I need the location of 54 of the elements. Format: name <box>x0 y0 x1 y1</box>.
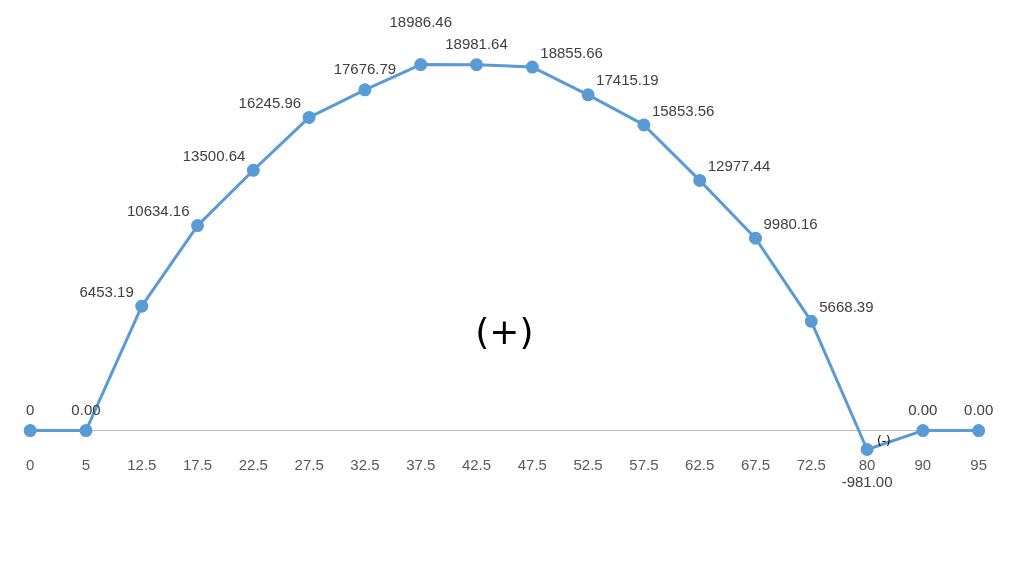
data-label: 18855.66 <box>540 43 603 61</box>
data-label: 18986.46 <box>389 13 453 31</box>
x-tick-label: 32.5 <box>350 455 380 473</box>
x-tick-label: 95 <box>970 455 987 473</box>
x-tick-label: 47.5 <box>517 455 547 473</box>
x-tick-label: 27.5 <box>294 455 324 473</box>
x-tick-label: 37.5 <box>406 455 436 473</box>
x-tick-label: 52.5 <box>573 455 603 473</box>
x-tick-label: 72.5 <box>796 455 826 473</box>
point <box>191 219 205 233</box>
point <box>79 424 93 438</box>
data-label: 0 <box>26 401 35 419</box>
data-label: 0.00 <box>908 401 938 419</box>
x-tick-label: 62.5 <box>685 455 715 473</box>
point <box>748 231 762 245</box>
data-label: -981.00 <box>841 473 893 491</box>
data-label: 17676.79 <box>333 60 397 78</box>
data-label: 12977.44 <box>707 157 771 175</box>
data-label: 10634.16 <box>126 202 190 220</box>
x-tick-label: 80 <box>858 455 876 473</box>
point <box>414 58 428 72</box>
x-tick-label: 0 <box>26 455 35 473</box>
point <box>972 424 986 438</box>
x-tick-label: 12.5 <box>127 455 157 473</box>
data-label: 0.00 <box>964 401 994 419</box>
point <box>581 88 595 102</box>
point <box>358 83 372 97</box>
data-label: 6453.19 <box>79 282 134 300</box>
point <box>804 314 818 328</box>
data-label: 13500.64 <box>182 146 246 164</box>
x-tick-label: 57.5 <box>629 455 659 473</box>
data-label: 15853.56 <box>651 101 715 119</box>
data-label: 9980.16 <box>763 214 818 232</box>
data-label: 5668.39 <box>819 297 874 315</box>
data-label: 17415.19 <box>596 71 659 89</box>
data-label: 16245.96 <box>238 94 302 112</box>
point <box>860 443 874 457</box>
x-tick-label: 67.5 <box>740 455 771 473</box>
data-label: 18981.64 <box>445 35 508 53</box>
x-tick-label: 90 <box>914 455 932 473</box>
annotation: (+) <box>475 310 534 352</box>
x-tick-label: 22.5 <box>238 455 268 473</box>
point <box>525 60 539 74</box>
point <box>23 424 37 438</box>
point <box>637 118 651 132</box>
x-tick-label: 42.5 <box>461 455 492 473</box>
point <box>302 110 316 124</box>
x-tick-label: 5 <box>81 455 91 473</box>
point <box>916 424 930 438</box>
point <box>246 163 260 177</box>
point <box>693 173 707 187</box>
point <box>135 299 149 313</box>
x-tick-label: 17.5 <box>182 455 213 473</box>
point <box>470 58 484 72</box>
